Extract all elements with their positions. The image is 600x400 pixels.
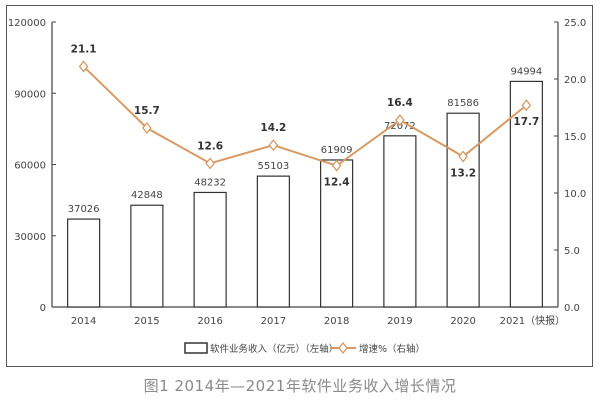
legend-bar-swatch [184, 342, 208, 354]
bar-series: 37026 42848 48232 55103 61909 72072 81586 94994 [67, 66, 543, 308]
figure-caption: 图1 2014年—2021年软件业务收入增长情况 [143, 377, 457, 395]
bar-value-label: 81586 [447, 98, 479, 109]
right-tick-label: 15.0 [564, 132, 586, 143]
bar-value-label: 94994 [510, 66, 542, 77]
growth-value-label: 12.4 [324, 177, 350, 189]
bar-value-label: 72072 [384, 121, 416, 132]
legend-line-label: 增速%（右轴） [359, 343, 425, 355]
bar [446, 112, 480, 308]
growth-value-label: 21.1 [71, 43, 97, 55]
right-tick-label: 25.0 [564, 18, 586, 29]
growth-line [82, 65, 528, 167]
diamond-marker-icon [521, 99, 532, 112]
legend-diamond-icon [338, 341, 348, 355]
bar-value-label: 61909 [321, 145, 353, 156]
bar [67, 218, 101, 308]
x-tick-label: 2016 [197, 316, 222, 327]
diamond-marker-icon [142, 121, 152, 135]
growth-value-label: 16.4 [387, 97, 413, 109]
left-tick-label: 90000 [14, 89, 46, 100]
x-axis-labels: 2014 2015 2016 2017 2018 2019 2020 2021（快报） [71, 314, 565, 327]
right-tick-label: 20.0 [564, 75, 586, 86]
bar [320, 159, 354, 308]
right-tick-label: 0.0 [564, 303, 580, 314]
left-tick-label: 0 [40, 303, 46, 314]
bar-value-label: 42848 [131, 190, 163, 201]
bar-value-label: 55103 [257, 161, 289, 172]
diamond-marker-icon [205, 157, 215, 170]
growth-value-label: 14.2 [260, 122, 286, 134]
diamond-marker-icon [331, 159, 342, 172]
bar [193, 191, 227, 308]
x-tick-label: 2017 [261, 316, 286, 327]
x-tick-label: 2018 [324, 316, 349, 327]
left-tick-label: 60000 [14, 161, 46, 172]
bar-value-label: 37026 [68, 204, 100, 215]
bar [509, 80, 543, 308]
right-tick-label: 10.0 [564, 189, 586, 200]
x-tick-label: 2020 [450, 316, 475, 327]
bar [130, 204, 164, 308]
diamond-marker-icon [268, 139, 279, 152]
diamond-marker-icon [395, 113, 405, 127]
diamond-marker-icon [458, 150, 468, 163]
legend-bar-label: 软件业务收入（亿元）（左轴） [210, 343, 338, 355]
bar [383, 135, 417, 308]
growth-value-label: 13.2 [450, 168, 476, 180]
x-tick-label: 2019 [387, 316, 412, 327]
growth-value-label: 17.7 [513, 116, 539, 128]
growth-value-label: 12.6 [197, 140, 223, 152]
line-series: 21.1 15.7 12.6 14.2 12.4 16.4 13.2 17.7 [71, 43, 540, 188]
x-tick-label: 2014 [71, 316, 96, 327]
x-tick-label: 2021（快报） [500, 314, 565, 327]
right-axis: 0.0 5.0 10.0 15.0 20.0 25.0 [554, 18, 586, 314]
right-tick-label: 5.0 [564, 246, 580, 257]
diamond-marker-icon [78, 60, 89, 73]
left-tick-label: 120000 [8, 18, 46, 29]
growth-value-label: 15.7 [134, 105, 160, 117]
left-tick-label: 30000 [14, 232, 46, 243]
bar-value-label: 48232 [194, 177, 226, 188]
x-tick-label: 2015 [134, 316, 159, 327]
bar [256, 175, 290, 308]
legend: 软件业务收入（亿元）（左轴） 增速%（右轴） [184, 341, 425, 355]
